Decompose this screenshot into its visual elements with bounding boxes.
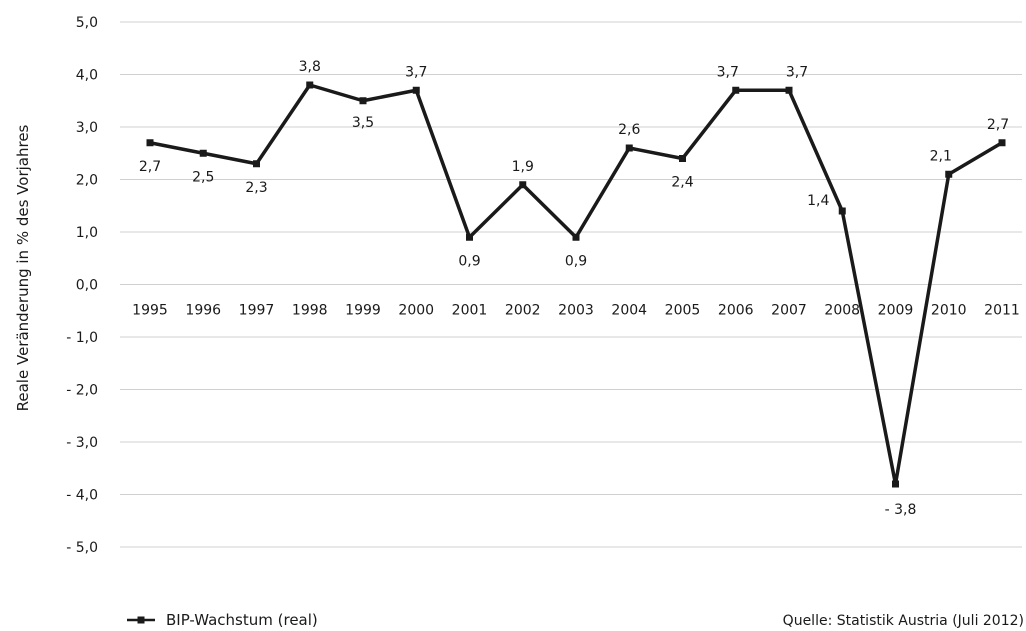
data-label: 2,7 [139, 159, 161, 175]
x-tick-label: 2009 [878, 303, 914, 319]
y-tick-label: 3,0 [76, 120, 98, 136]
series-bip-wachstum [146, 81, 1006, 488]
data-label: 2,6 [618, 122, 640, 138]
y-axis-ticks: 5,0 4,0 3,0 2,0 1,0 0,0 - 1,0 - 2,0 - 3,0 - 4,0 - … [66, 15, 98, 556]
data-point [572, 233, 580, 241]
legend-marker [137, 616, 145, 624]
data-point [306, 81, 314, 89]
data-point [519, 181, 527, 189]
data-label: - 3,8 [885, 502, 917, 518]
data-label: 0,9 [565, 253, 587, 269]
x-tick-label: 2003 [558, 303, 594, 319]
data-point [412, 86, 420, 94]
x-tick-label: 1997 [239, 303, 275, 319]
source-note: Quelle: Statistik Austria (Juli 2012) [783, 613, 1024, 629]
x-axis-ticks: 1995 1996 1997 1998 1999 2000 2001 2002 2003 2004… [132, 303, 1020, 319]
data-point [998, 139, 1006, 147]
x-tick-label: 2006 [718, 303, 754, 319]
x-tick-label: 1995 [132, 303, 168, 319]
data-point [466, 233, 473, 241]
y-tick-label: - 4,0 [66, 488, 98, 504]
data-point [359, 97, 367, 105]
data-label: 3,5 [352, 115, 374, 131]
y-axis-label: Reale Veränderung in % des Vorjahres [14, 124, 32, 411]
data-label: 2,3 [245, 180, 267, 196]
x-tick-label: 2000 [398, 303, 434, 319]
x-tick-label: 2008 [824, 303, 860, 319]
data-point [785, 86, 793, 94]
x-tick-label: 1999 [345, 303, 381, 319]
x-tick-label: 2002 [505, 303, 541, 319]
data-label: 2,5 [192, 169, 214, 185]
x-tick-label: 2011 [984, 303, 1020, 319]
x-tick-label: 2010 [931, 303, 967, 319]
data-point [253, 160, 260, 168]
data-point [625, 144, 633, 152]
x-tick-label: 1998 [292, 303, 328, 319]
grid [120, 21, 1022, 548]
legend-label: BIP-Wachstum (real) [166, 611, 318, 629]
y-tick-label: - 1,0 [66, 330, 98, 346]
data-label: 3,7 [405, 64, 427, 80]
x-tick-label: 2005 [665, 303, 701, 319]
data-label: 3,7 [717, 64, 739, 80]
data-label: 2,4 [671, 175, 693, 191]
y-tick-label: 4,0 [76, 68, 98, 84]
y-tick-label: - 5,0 [66, 540, 98, 556]
y-tick-label: 0,0 [76, 278, 98, 294]
data-label: 0,9 [458, 253, 480, 269]
y-tick-label: - 2,0 [66, 383, 98, 399]
x-tick-label: 1996 [185, 303, 221, 319]
data-point [732, 86, 740, 94]
data-label: 3,8 [299, 59, 321, 75]
legend: BIP-Wachstum (real) [127, 611, 318, 629]
data-point [199, 149, 207, 157]
y-tick-label: 1,0 [76, 225, 98, 241]
data-labels: 2,7 2,5 2,3 3,8 3,5 3,7 0,9 1,9 0,9 2,6 2,4 3,7 3,7 1… [139, 59, 1009, 518]
data-label: 2,7 [987, 117, 1009, 133]
data-label: 2,1 [930, 148, 952, 164]
data-point [146, 139, 154, 147]
y-tick-label: 5,0 [76, 15, 98, 31]
x-tick-label: 2001 [452, 303, 488, 319]
x-tick-label: 2004 [611, 303, 647, 319]
data-point [892, 480, 899, 488]
x-tick-label: 2007 [771, 303, 807, 319]
data-label: 1,9 [512, 159, 534, 175]
data-point [838, 207, 846, 215]
y-tick-label: 2,0 [76, 173, 98, 189]
data-point [679, 155, 686, 162]
data-label: 1,4 [807, 193, 829, 209]
data-point [945, 170, 953, 178]
y-tick-label: - 3,0 [66, 435, 98, 451]
data-label: 3,7 [786, 64, 808, 80]
